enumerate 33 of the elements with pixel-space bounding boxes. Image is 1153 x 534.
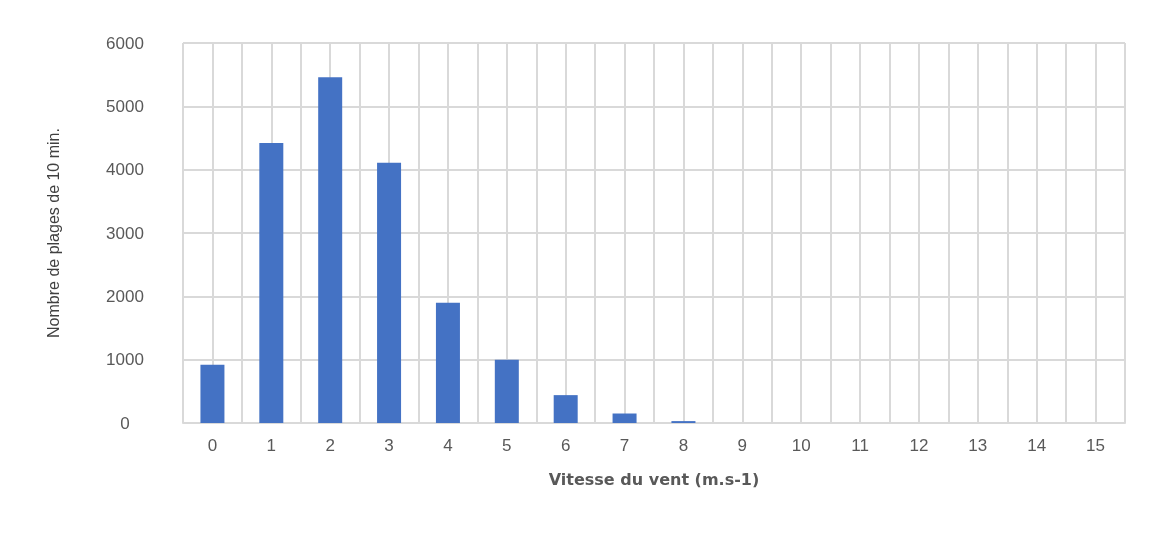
x-tick-label: 6: [560, 436, 571, 455]
y-tick-label: 2000: [106, 286, 144, 306]
bar: [553, 395, 578, 423]
x-tick-label: 14: [1027, 436, 1047, 455]
bar: [318, 77, 343, 423]
x-tick-label: 7: [619, 436, 630, 455]
y-tick-label: 0: [120, 413, 130, 433]
x-tick-label: 11: [851, 436, 869, 455]
y-tick-label: 4000: [106, 160, 144, 180]
x-tick-label: 8: [678, 436, 689, 455]
y-tick-label: 1000: [106, 350, 144, 370]
x-tick-label: 15: [1086, 436, 1106, 455]
x-tick-label: 0: [207, 436, 218, 455]
bar: [377, 162, 402, 423]
y-tick-label: 5000: [106, 96, 144, 116]
bar: [612, 413, 637, 423]
x-tick-label: 2: [325, 436, 335, 455]
x-tick-label: 5: [502, 436, 512, 455]
x-tick-label: 4: [443, 436, 453, 455]
x-tick-label: 9: [737, 436, 748, 455]
bar: [259, 143, 284, 423]
x-tick-label: 3: [384, 436, 394, 455]
x-tick-label: 13: [968, 436, 988, 455]
bar: [200, 364, 225, 423]
x-tick-label: 10: [791, 436, 811, 455]
x-axis-title: Vitesse du vent (m.s-1): [548, 469, 760, 489]
y-axis-title: Nombre de plages de 10 min.: [44, 128, 62, 338]
y-tick-label: 6000: [106, 33, 144, 53]
x-tick-label: 12: [909, 436, 929, 455]
bar: [494, 359, 519, 423]
x-tick-label: 1: [266, 436, 277, 455]
y-tick-label: 3000: [106, 223, 144, 243]
bar: [435, 302, 460, 423]
